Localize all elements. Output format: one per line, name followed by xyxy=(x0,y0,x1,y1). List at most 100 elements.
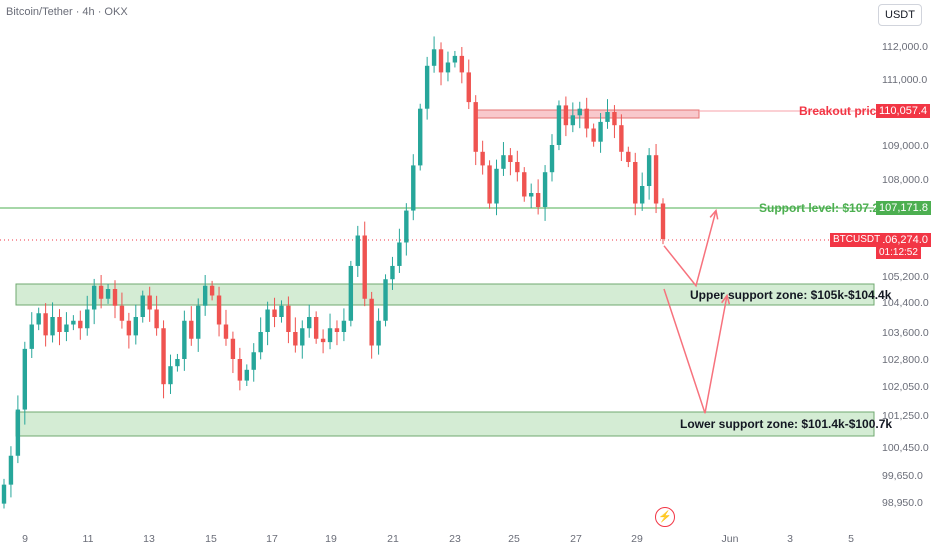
y-tick-label: 108,000.0 xyxy=(882,174,929,186)
lightning-icon[interactable]: ⚡ xyxy=(655,507,675,527)
candle-body xyxy=(633,162,638,204)
candle-body xyxy=(480,151,485,166)
candle-body xyxy=(619,125,624,152)
y-tick-label: 102,800.0 xyxy=(882,354,929,366)
candle-body xyxy=(251,352,256,370)
candle-body xyxy=(209,285,215,296)
candle-body xyxy=(300,328,305,346)
candle-body xyxy=(570,115,576,126)
candle-body xyxy=(36,313,41,325)
breakout-label: Breakout price xyxy=(799,104,884,118)
candle-body xyxy=(112,289,118,306)
candle-body xyxy=(189,320,194,339)
x-tick-label: 27 xyxy=(570,533,582,545)
candle-body xyxy=(196,305,201,339)
currency-selector[interactable]: USDT xyxy=(878,4,922,26)
y-tick-label: 98,950.0 xyxy=(882,497,923,509)
symbol-title: Bitcoin/Tether · 4h · OKX xyxy=(6,6,128,18)
candle-body xyxy=(161,328,166,385)
candle-body xyxy=(612,112,617,126)
candle-body xyxy=(126,320,132,336)
candle-body xyxy=(653,155,659,204)
candle-body xyxy=(487,165,492,204)
x-tick-label: 5 xyxy=(848,533,854,545)
candle-body xyxy=(355,235,360,266)
candle-body xyxy=(376,320,381,346)
candle-body xyxy=(598,121,603,142)
candle-body xyxy=(307,317,312,329)
candle-body xyxy=(175,359,180,367)
candle-body xyxy=(105,289,111,299)
x-tick-label: 19 xyxy=(325,533,337,545)
candle-body xyxy=(452,55,458,63)
support-price-tag: 107,171.8 xyxy=(876,201,931,215)
candle-body xyxy=(438,49,444,73)
candle-body xyxy=(64,324,69,332)
projection-path-primary-arrowhead xyxy=(709,208,719,220)
candle-body xyxy=(223,324,229,339)
candle-body xyxy=(341,320,347,332)
candle-body xyxy=(411,165,416,211)
candle-body xyxy=(390,265,395,280)
candle-body xyxy=(279,305,284,317)
x-tick-label: Jun xyxy=(722,533,739,545)
upper-support-zone xyxy=(15,283,875,306)
candle-body xyxy=(216,295,222,325)
candle-body xyxy=(133,317,138,336)
candle-body xyxy=(383,279,388,321)
y-tick-label: 111,000.0 xyxy=(882,74,927,86)
candle-body xyxy=(466,72,471,103)
x-tick-label: 29 xyxy=(631,533,643,545)
candle-body xyxy=(29,324,34,349)
candle-body xyxy=(327,328,333,343)
x-tick-label: 13 xyxy=(143,533,155,545)
candle-body xyxy=(119,305,125,321)
candle-body xyxy=(57,317,62,332)
y-tick-label: 101,250.0 xyxy=(882,410,929,422)
y-tick-label: 105,200.0 xyxy=(882,271,929,283)
x-tick-label: 17 xyxy=(266,533,278,545)
support-zones xyxy=(15,109,875,437)
candle-body xyxy=(272,309,277,317)
candle-body xyxy=(362,235,367,299)
candle-body xyxy=(542,172,548,208)
x-tick-label: 9 xyxy=(22,533,28,545)
candle-body xyxy=(605,112,610,122)
candle-body xyxy=(508,155,513,162)
projection-path-primary xyxy=(663,210,717,288)
candle-body xyxy=(626,151,631,162)
candle-body xyxy=(154,309,159,329)
x-tick-label: 11 xyxy=(83,533,94,545)
breakout-price-tag: 110,057.4 xyxy=(876,104,931,118)
lower-zone-label: Lower support zone: $101.4k-$100.7k xyxy=(680,417,893,431)
candle-body xyxy=(71,320,76,325)
candle-body xyxy=(584,108,589,129)
candle-body xyxy=(522,172,527,197)
candle-body xyxy=(515,162,520,173)
y-tick-label: 99,650.0 xyxy=(882,470,923,482)
candle-body xyxy=(494,168,499,204)
candle-body xyxy=(230,338,236,359)
candle-body xyxy=(8,455,14,485)
candle-body xyxy=(591,128,596,142)
candle-body xyxy=(563,105,569,126)
y-tick-label: 100,450.0 xyxy=(882,442,929,454)
candle-body xyxy=(22,348,28,410)
candle-body xyxy=(397,242,402,266)
y-tick-label: 103,600.0 xyxy=(882,327,929,339)
candle-body xyxy=(320,338,326,343)
candle-body xyxy=(529,193,534,197)
candle-body xyxy=(473,102,478,152)
candle-body xyxy=(313,317,319,339)
level-lines xyxy=(0,110,874,241)
candle-body xyxy=(556,105,562,145)
projection-path-secondary-arrowhead xyxy=(721,293,731,305)
upper-zone-label: Upper support zone: $105k-$104.4k xyxy=(690,288,892,302)
candle-body xyxy=(140,295,145,317)
candle-body xyxy=(445,62,451,73)
candle-body xyxy=(431,49,437,66)
ticker-label: BTCUSDT xyxy=(830,233,884,247)
candle-body xyxy=(459,55,465,73)
support-level-label: Support level: $107.2k xyxy=(759,201,886,215)
candle-body xyxy=(202,285,208,306)
